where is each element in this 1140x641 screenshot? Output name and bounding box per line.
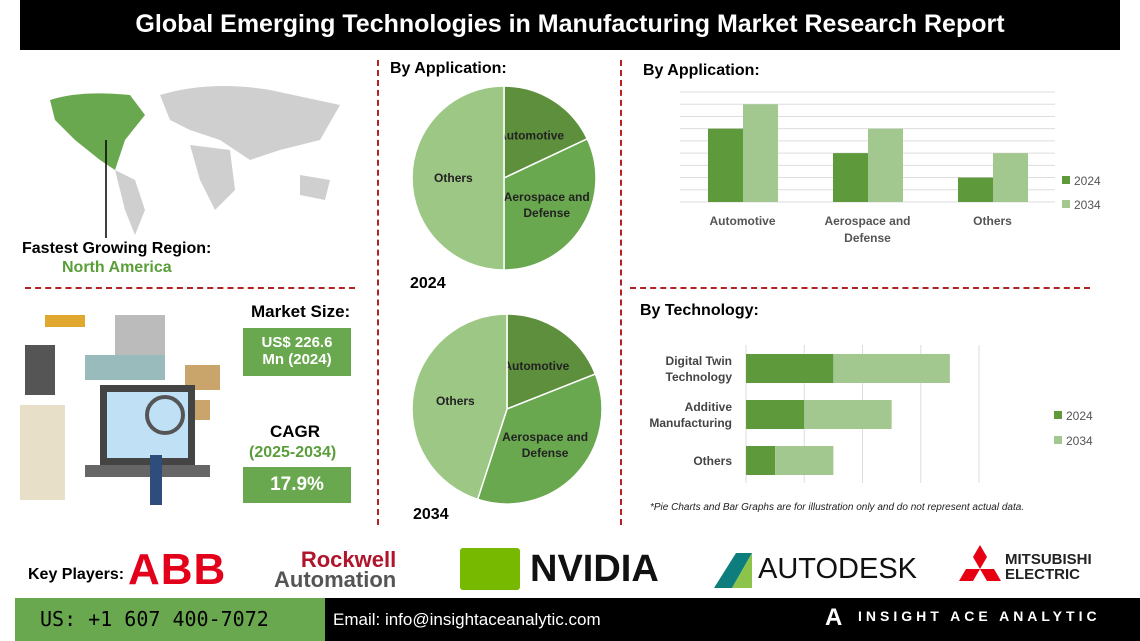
legend-swatch [1054, 436, 1062, 444]
autodesk-logo: AUTODESK [758, 553, 918, 585]
pie-caption-2034: 2034 [413, 506, 449, 523]
legend-label: 2034 [1074, 198, 1101, 212]
bar-segment [804, 400, 892, 429]
pie-slice [506, 313, 597, 411]
email[interactable]: Email: info@insightaceanalytic.com [333, 610, 601, 629]
legend-swatch [1062, 200, 1070, 208]
divider [630, 287, 1090, 289]
pie-label: Defense [523, 206, 570, 220]
footer-bar: Email: info@insightaceanalytic.com A INS… [325, 598, 1140, 641]
technology-bar-chart: Digital Twin Technology Additive Manufactur… [649, 345, 1093, 483]
legend-label: 2034 [1066, 434, 1093, 448]
phone[interactable]: US: +1 607 400-7072 [15, 598, 325, 641]
category-label: Others [973, 214, 1012, 228]
pie-label: Others [434, 171, 473, 185]
region-label: Fastest Growing Region: [22, 240, 212, 257]
category-label: Others [693, 454, 732, 468]
rockwell-text: Rockwell [300, 547, 397, 572]
category-label: Digital Twin [666, 354, 732, 368]
pie-chart-2034: Automotive Aerospace and Defense Others [411, 313, 603, 505]
pie-label: Others [436, 394, 475, 408]
bar-segment [746, 354, 834, 383]
bar-segment [746, 400, 805, 429]
region-value: North America [62, 259, 172, 276]
category-label: Automotive [710, 214, 776, 228]
market-size-line2: Mn (2024) [262, 351, 332, 368]
category-label: Aerospace and [824, 214, 910, 228]
application-bar-chart: Automotive Aerospace and Defense Others 2024… [680, 91, 1101, 245]
world-map [50, 86, 340, 238]
market-size-line1: US$ 226.6 [261, 334, 333, 351]
key-players-label: Key Players: [28, 566, 125, 583]
category-label: Additive [685, 400, 733, 414]
page-title: Global Emerging Technologies in Manufact… [20, 0, 1120, 50]
pie-title: By Application: [390, 60, 507, 77]
manufacturing-illustration [20, 315, 220, 505]
pie-slice [503, 85, 589, 180]
bar [993, 153, 1028, 202]
nvidia-logo: NVIDIA [530, 548, 659, 590]
bar-title: By Application: [643, 62, 760, 79]
pie-slice [411, 313, 508, 501]
category-label: Defense [844, 231, 891, 245]
pie-label: Automotive [503, 359, 569, 373]
bar [868, 128, 903, 202]
legend-label: 2024 [1074, 174, 1101, 188]
divider [377, 60, 379, 525]
bar-segment [775, 446, 834, 475]
legend-swatch [1054, 411, 1062, 419]
bar-segment [746, 446, 776, 475]
category-label: Technology [666, 370, 733, 384]
pie-label: Automotive [498, 128, 564, 142]
divider [25, 287, 355, 289]
mitsubishi-text: MITSUBISHI [1005, 551, 1092, 568]
rockwell-logo: Rockwell Automation [274, 547, 397, 592]
divider [620, 60, 622, 525]
pie-chart-2024: Automotive Aerospace and Defense Others [411, 85, 597, 271]
mitsubishi-logo: MITSUBISHI ELECTRIC [1005, 552, 1092, 582]
legend-label: 2024 [1066, 409, 1093, 423]
electric-text: ELECTRIC [1005, 566, 1080, 583]
brand-name: INSIGHT ACE ANALYTIC [858, 608, 1101, 624]
abb-logo: ABB [128, 545, 227, 594]
mitsubishi-icon [959, 545, 1001, 581]
cagr-value: 17.9% [243, 467, 351, 503]
bar-segment [833, 354, 950, 383]
pie-caption-2024: 2024 [410, 275, 446, 292]
insightace-icon: A [825, 604, 843, 631]
pie-slice [476, 373, 603, 505]
cagr-label: CAGR [270, 422, 321, 441]
bar [958, 177, 993, 202]
automation-text: Automation [274, 567, 397, 592]
bar [743, 104, 778, 202]
market-size-value: US$ 226.6 Mn (2024) [243, 328, 351, 376]
market-size-label: Market Size: [251, 302, 351, 321]
nvidia-eye-icon [460, 548, 520, 590]
cagr-period: (2025-2034) [249, 444, 337, 461]
bar [708, 128, 743, 202]
pie-slice [411, 85, 505, 271]
bar [833, 153, 868, 202]
category-label: Manufacturing [649, 416, 732, 430]
autodesk-icon [714, 553, 752, 588]
pie-label: Aerospace and [504, 190, 590, 204]
tech-title: By Technology: [640, 302, 759, 319]
pie-slice [503, 137, 597, 271]
pie-label: Aerospace and [502, 430, 588, 444]
disclaimer: *Pie Charts and Bar Graphs are for illus… [650, 502, 1025, 513]
pie-label: Defense [522, 446, 569, 460]
legend-swatch [1062, 176, 1070, 184]
